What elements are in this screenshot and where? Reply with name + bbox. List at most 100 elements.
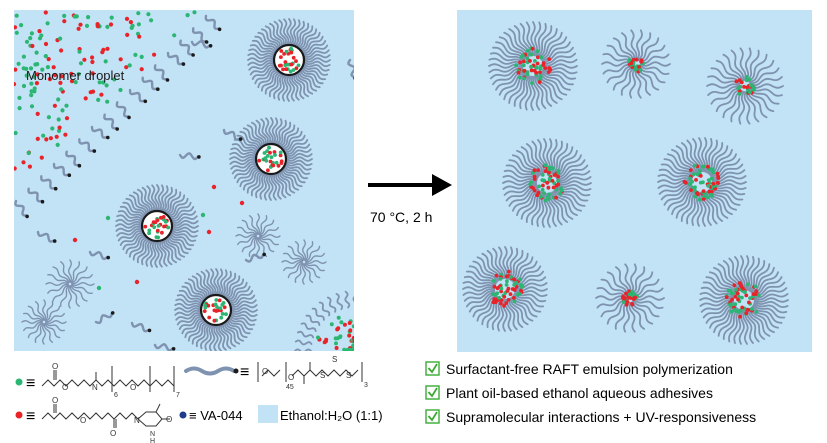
monomer-dot bbox=[558, 191, 563, 196]
polymer-chain bbox=[297, 330, 315, 339]
polymer-chain bbox=[554, 188, 582, 212]
polymer-chain bbox=[295, 73, 309, 98]
monomer-dot bbox=[632, 292, 637, 297]
polymer-chain bbox=[119, 232, 144, 246]
polymer-chain bbox=[742, 309, 749, 345]
polymer-chain bbox=[239, 130, 260, 150]
monomer-dot bbox=[540, 178, 545, 183]
polymer-chain bbox=[230, 312, 257, 322]
monomer-dot bbox=[541, 63, 546, 67]
polymer-chain bbox=[230, 161, 257, 170]
polymer-chain bbox=[301, 239, 307, 261]
monomer-dot bbox=[633, 67, 638, 72]
monomer-dot bbox=[541, 183, 545, 188]
monomer-dot bbox=[697, 197, 702, 202]
polymer-chain bbox=[728, 309, 742, 343]
monomer-dot bbox=[46, 115, 52, 120]
monomer-dot bbox=[215, 305, 219, 309]
monomer-dot bbox=[518, 75, 522, 80]
polymer-chain bbox=[286, 18, 292, 45]
polymer-chain bbox=[753, 300, 789, 309]
monomer-dot bbox=[333, 336, 338, 341]
polymer-chain bbox=[289, 18, 297, 45]
monomer-dot bbox=[348, 328, 353, 333]
polymer-chain bbox=[260, 118, 269, 145]
droplet-edge-chains bbox=[14, 14, 222, 219]
polymer-chain bbox=[722, 90, 743, 119]
polymer-chain bbox=[542, 58, 578, 67]
polymer-chain bbox=[213, 325, 219, 351]
polymer-chain bbox=[667, 187, 695, 211]
monomer-dot bbox=[347, 333, 352, 338]
polymer-chain bbox=[44, 322, 61, 339]
polymer-chain bbox=[503, 31, 527, 59]
monomer-dot bbox=[90, 71, 95, 76]
monomer-dot bbox=[748, 83, 753, 87]
feature-item: Supramolecular interactions + UV-respons… bbox=[425, 409, 756, 425]
monomer-dot bbox=[266, 168, 270, 173]
polymer-chain bbox=[305, 314, 321, 326]
monomer-dot bbox=[54, 134, 59, 139]
monomer-dot bbox=[265, 149, 269, 154]
polymer-chain bbox=[663, 186, 694, 206]
polymer-chain bbox=[699, 299, 735, 307]
polymer-chain bbox=[502, 246, 508, 280]
polymer-chain bbox=[44, 305, 61, 322]
polymer-chain bbox=[153, 343, 174, 351]
monomer-dot bbox=[716, 176, 721, 181]
monomer-dot bbox=[99, 92, 104, 97]
polymer-chain bbox=[663, 158, 694, 178]
monomer-dot bbox=[732, 307, 737, 312]
monomer-dot bbox=[547, 170, 551, 175]
polymer-chain bbox=[273, 118, 283, 145]
polymer-chain bbox=[283, 167, 306, 184]
polymer-chain bbox=[658, 168, 693, 180]
monomer-dot bbox=[284, 49, 289, 54]
polymer-chain bbox=[36, 230, 55, 243]
monomer-dot bbox=[17, 95, 22, 100]
monomer-dot bbox=[538, 74, 543, 79]
monomer-dot bbox=[43, 41, 49, 47]
monomer-dot bbox=[352, 339, 354, 344]
monomer-dot bbox=[224, 312, 228, 317]
polymer-chain bbox=[534, 75, 547, 110]
monomer-dot bbox=[539, 195, 543, 199]
monomer-dot bbox=[52, 72, 58, 78]
monomer-dot bbox=[706, 178, 711, 183]
monomer-dot bbox=[621, 300, 626, 304]
polymer-chain bbox=[171, 230, 197, 242]
monomer-dot bbox=[701, 197, 706, 201]
polymer-chain bbox=[230, 299, 257, 308]
polymer-chain bbox=[161, 186, 173, 212]
chain-end bbox=[92, 149, 97, 153]
polymer-chain bbox=[44, 301, 54, 321]
polymer-chain bbox=[244, 253, 265, 263]
polymer-chain bbox=[468, 293, 497, 313]
monomer-dot bbox=[16, 61, 21, 66]
polymer-chain bbox=[257, 31, 278, 51]
monomer-dot bbox=[545, 195, 550, 200]
monomer-dot bbox=[149, 18, 154, 23]
polymer-chain bbox=[551, 143, 569, 175]
polymer-chain bbox=[472, 260, 498, 283]
monomer-dot bbox=[203, 303, 208, 308]
monomer-dot bbox=[118, 87, 123, 93]
monomer-dot bbox=[272, 150, 277, 154]
polymer-chain bbox=[191, 275, 208, 298]
monomer-dot bbox=[706, 164, 710, 169]
polymer-chain bbox=[125, 197, 146, 217]
monomer-dot bbox=[491, 279, 496, 283]
polymer-chain bbox=[730, 90, 744, 123]
monomer-dot bbox=[724, 295, 729, 300]
polymer-chain bbox=[128, 88, 146, 103]
polymer-chain bbox=[117, 210, 143, 222]
monomer-dot bbox=[28, 66, 34, 71]
polymer-chain bbox=[259, 173, 269, 200]
monomer-dot bbox=[263, 156, 268, 161]
polymer-chain bbox=[286, 152, 313, 160]
monomer-dot bbox=[64, 103, 69, 108]
polymer-chain bbox=[508, 28, 529, 58]
monomer-dot bbox=[29, 81, 34, 86]
polymer-chain bbox=[347, 58, 354, 79]
